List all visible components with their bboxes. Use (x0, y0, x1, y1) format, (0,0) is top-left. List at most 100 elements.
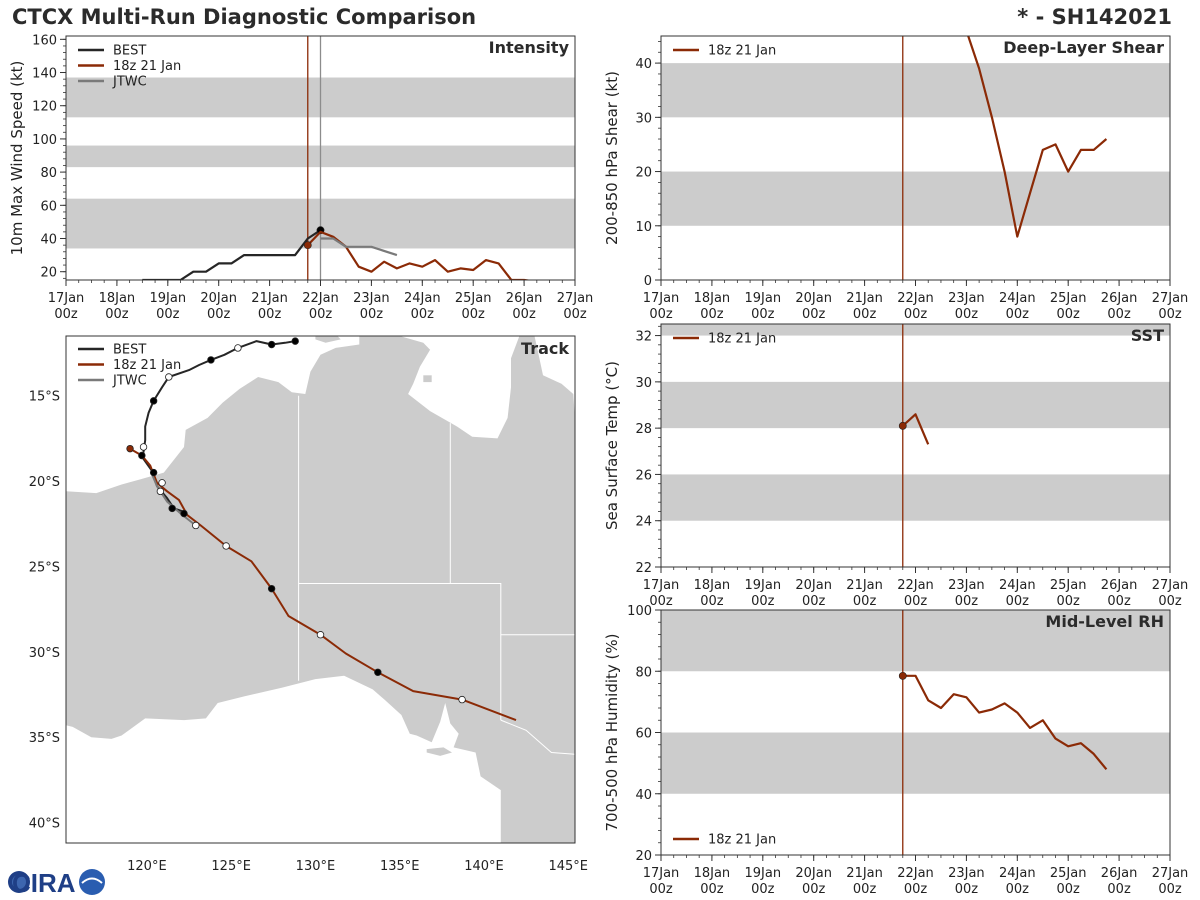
x-tick-label-hour: 00z (360, 307, 384, 322)
x-tick-label-day: 22Jan (897, 291, 934, 306)
track-point (267, 340, 276, 349)
y-tick-label: 40 (635, 57, 652, 72)
x-tick-label-hour: 00z (156, 307, 180, 322)
legend-label: BEST (113, 44, 146, 59)
x-tick-label-day: 20Jan (795, 291, 832, 306)
x-tick-label-day: 27Jan (1152, 866, 1189, 881)
lat-tick-label: 20°S (29, 475, 60, 490)
x-tick-label-day: 23Jan (353, 291, 390, 306)
lat-tick-label: 15°S (29, 390, 60, 405)
track-point (291, 337, 299, 345)
chart-title: Mid-Level RH (1045, 612, 1164, 631)
x-tick-label-day: 18Jan (694, 578, 731, 593)
shade-band (661, 63, 1170, 118)
x-tick-label-hour: 00z (955, 594, 979, 609)
x-tick-label-day: 25Jan (1050, 578, 1087, 593)
x-tick-label-day: 26Jan (1101, 291, 1138, 306)
track-point (222, 542, 230, 550)
y-tick-label: 80 (40, 166, 57, 181)
x-tick-label-day: 20Jan (795, 866, 832, 881)
x-tick-label-day: 21Jan (846, 291, 883, 306)
y-tick-label: 28 (635, 422, 652, 437)
data-point (898, 671, 907, 680)
x-tick-label-hour: 00z (462, 307, 486, 322)
x-tick-label-hour: 00z (802, 882, 826, 897)
chart-plot-area (661, 36, 1170, 280)
series-line-best (142, 229, 322, 280)
chart-sst: 22242628303217Jan00z18Jan00z19Jan00z20Ja… (603, 323, 1188, 609)
x-tick-label-day: 23Jan (948, 291, 985, 306)
shade-band (661, 610, 1170, 672)
track-point (316, 631, 325, 639)
chart-title: Deep-Layer Shear (1003, 38, 1164, 57)
x-tick-label-hour: 00z (1057, 307, 1081, 322)
series-line-18z-21-jan (902, 413, 930, 445)
x-tick-label-hour: 00z (1158, 882, 1182, 897)
x-tick-label-day: 18Jan (694, 291, 731, 306)
chart-rh: 2040608010017Jan00z18Jan00z19Jan00z20Jan… (603, 604, 1188, 897)
chart-plot-area (661, 324, 1170, 567)
series-line-18z-21-jan (307, 230, 533, 280)
x-tick-label-hour: 00z (649, 882, 673, 897)
x-tick-label-hour: 00z (1057, 594, 1081, 609)
x-tick-label-day: 26Jan (506, 291, 543, 306)
x-tick-label-hour: 00z (700, 594, 724, 609)
track-point (458, 695, 466, 704)
track-point (158, 479, 166, 487)
x-tick-label-day: 24Jan (404, 291, 441, 306)
track-point (139, 443, 148, 451)
x-tick-label-hour: 00z (54, 307, 78, 322)
shade-band (661, 732, 1170, 794)
x-tick-label-hour: 00z (955, 307, 979, 322)
storm-id-label: * - SH142021 (1017, 5, 1172, 29)
y-tick-label: 140 (32, 67, 57, 82)
x-tick-label-hour: 00z (105, 307, 129, 322)
y-tick-label: 40 (635, 788, 652, 803)
x-tick-label-day: 22Jan (897, 866, 934, 881)
y-tick-label: 100 (32, 133, 57, 148)
series-line-18z-21-jan (967, 36, 1108, 238)
x-tick-label-day: 19Jan (745, 866, 782, 881)
y-axis-label: 200-850 hPa Shear (kt) (603, 71, 621, 245)
x-tick-label-hour: 00z (1006, 882, 1030, 897)
chart-title: Intensity (489, 38, 570, 57)
x-tick-label-day: 17Jan (643, 866, 680, 881)
logo-seal-icon (79, 869, 105, 895)
shade-band (661, 381, 1170, 429)
legend-label: 18z 21 Jan (708, 44, 776, 59)
legend-label: JTWC (112, 75, 147, 90)
y-tick-label: 0 (644, 274, 652, 289)
axes-frame (660, 323, 1171, 568)
logo-globe-inner-icon (12, 875, 26, 889)
y-tick-label: 40 (40, 233, 57, 248)
x-tick-label-hour: 00z (904, 307, 928, 322)
x-tick-label-day: 17Jan (48, 291, 85, 306)
track-point (207, 356, 215, 364)
lat-tick-label: 40°S (29, 817, 60, 832)
australia-landmass (66, 336, 575, 843)
chart-title: Track (521, 339, 569, 358)
lat-tick-label: 30°S (29, 646, 60, 661)
track-line-jtwc (151, 473, 197, 527)
lon-tick-label: 130°E (296, 859, 336, 874)
x-tick-label-hour: 00z (649, 307, 673, 322)
x-tick-label-hour: 00z (955, 882, 979, 897)
x-tick-label-day: 27Jan (1152, 291, 1189, 306)
x-tick-label-hour: 00z (853, 307, 877, 322)
y-tick-label: 20 (635, 849, 652, 864)
track-point (149, 468, 158, 477)
chart-title: SST (1131, 326, 1164, 345)
x-tick-label-hour: 00z (751, 594, 775, 609)
x-tick-label-hour: 00z (1107, 882, 1131, 897)
x-tick-label-day: 25Jan (1050, 866, 1087, 881)
x-tick-label-hour: 00z (700, 882, 724, 897)
map-frame (65, 335, 576, 844)
legend-label: BEST (113, 343, 146, 358)
track-point (156, 487, 165, 496)
chart-plot-area (661, 610, 1170, 855)
data-point (898, 421, 907, 430)
x-tick-label-day: 21Jan (846, 866, 883, 881)
legend-label: 18z 21 Jan (708, 332, 776, 347)
y-tick-label: 22 (635, 561, 652, 576)
